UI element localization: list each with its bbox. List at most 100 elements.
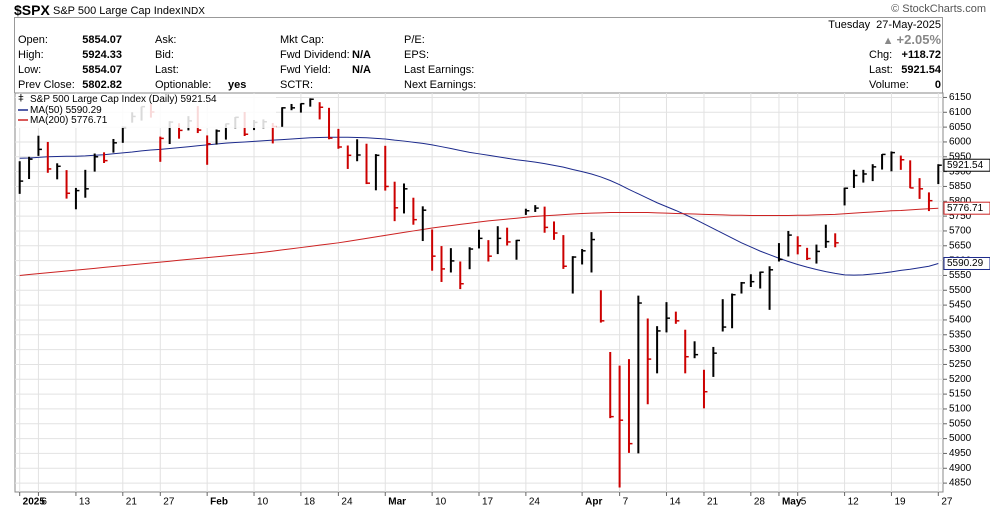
legend-last: 5776.71	[71, 115, 108, 126]
field-label: Last:	[155, 64, 179, 76]
last-value-tag: 5590.29	[947, 258, 984, 269]
x-tick-label: Apr	[585, 497, 602, 508]
legend-last: 5921.54	[180, 94, 217, 105]
field-value: 5924.33	[82, 49, 122, 61]
x-tick-label: 19	[894, 497, 906, 508]
x-tick-label: Mar	[388, 497, 406, 508]
field-value: yes	[228, 79, 247, 91]
field-label: Fwd Yield:	[280, 64, 331, 76]
legend-bg	[16, 94, 276, 128]
ma-line	[19, 207, 939, 276]
x-tick-label: 14	[669, 497, 681, 508]
field-label: Last Earnings:	[404, 64, 475, 76]
field-label: EPS:	[404, 49, 430, 61]
legend-price: S&P 500 Large Cap Index (Daily) 5921.54	[30, 94, 217, 105]
field-label: Chg:	[869, 49, 893, 61]
y-tick-label: 5650	[949, 240, 972, 251]
ma-line	[19, 136, 939, 276]
y-tick-label: 5700	[949, 226, 972, 237]
field-value: N/A	[352, 49, 371, 61]
y-tick-label: 5800	[949, 196, 972, 207]
y-tick-label: 5050	[949, 418, 972, 429]
x-tick-label: 28	[754, 497, 766, 508]
quote-header: $SPX S&P 500 Large Cap Index INDX © Stoc…	[0, 0, 990, 93]
y-tick-label: 6050	[949, 122, 972, 133]
change-percent-value: +2.05%	[896, 32, 941, 47]
legend-last: 5590.29	[66, 105, 103, 116]
x-tick-label: 10	[257, 497, 269, 508]
field-label: Volume:	[869, 79, 909, 91]
y-tick-label: 5150	[949, 389, 972, 400]
field-label: Ask:	[155, 34, 177, 46]
field-value: 5854.07	[82, 34, 122, 46]
y-tick-label: 5350	[949, 329, 972, 340]
field-label: Open:	[18, 34, 48, 46]
x-tick-label: 24	[341, 497, 353, 508]
legend-icon: ǂ	[18, 94, 24, 105]
quote-box	[14, 17, 943, 93]
field-value: 0	[934, 79, 941, 91]
x-tick-label: 5	[801, 497, 807, 508]
y-tick-label: 4900	[949, 463, 972, 474]
field-value: 5802.82	[82, 79, 122, 91]
field-value: 5854.07	[82, 64, 122, 76]
legend-ma200: MA(200) 5776.71	[30, 115, 108, 126]
y-tick-label: 5000	[949, 433, 972, 444]
x-tick-label: 24	[529, 497, 541, 508]
field-label: Prev Close:	[18, 79, 75, 91]
x-tick-label: 18	[304, 497, 316, 508]
y-tick-label: 5500	[949, 285, 972, 296]
legend-name: MA(200)	[30, 115, 68, 126]
field-label: Last:	[869, 64, 893, 76]
y-tick-label: 5250	[949, 359, 972, 370]
field-label: Mkt Cap:	[280, 34, 325, 46]
field-label: Optionable:	[155, 79, 212, 91]
field-value: 5921.54	[901, 64, 941, 76]
x-tick-label: 21	[707, 497, 719, 508]
legend: ǂ S&P 500 Large Cap Index (Daily) 5921.5…	[16, 94, 276, 128]
x-tick-label: 27	[163, 497, 175, 508]
last-value-tag-bg	[943, 158, 990, 172]
y-tick-label: 6100	[949, 107, 972, 118]
field-label: High:	[18, 49, 44, 61]
x-tick-label: 13	[79, 497, 91, 508]
security-name: S&P 500 Large Cap Index	[53, 5, 181, 17]
field-label: Bid:	[155, 49, 174, 61]
y-tick-label: 5750	[949, 211, 972, 222]
y-tick-label: 4950	[949, 448, 972, 459]
last-value-tag-bg	[943, 256, 990, 270]
change-percent: ▲ +2.05%	[883, 33, 941, 48]
y-tick-label: 5850	[949, 181, 972, 192]
exchange: INDX	[181, 6, 205, 17]
x-tick-label: 2025	[23, 497, 46, 508]
x-tick-label: 21	[126, 497, 138, 508]
legend-name: MA(50)	[30, 105, 63, 116]
field-label: SCTR:	[280, 79, 313, 91]
last-value-tag-bg	[943, 201, 990, 215]
legend-title: S&P 500 Large Cap Index (Daily)	[30, 94, 178, 105]
x-tick-label: 12	[848, 497, 860, 508]
y-tick-label: 5400	[949, 315, 972, 326]
x-tick-label: 7	[623, 497, 629, 508]
y-tick-label: 5100	[949, 404, 972, 415]
y-tick-label: 6150	[949, 92, 972, 103]
legend-ma50: MA(50) 5590.29	[30, 105, 102, 116]
y-tick-label: 5200	[949, 374, 972, 385]
y-tick-label: 4850	[949, 478, 972, 489]
x-tick-label: Feb	[210, 497, 228, 508]
brand: © StockCharts.com	[891, 3, 986, 15]
field-value: N/A	[352, 64, 371, 76]
y-tick-label: 6000	[949, 137, 972, 148]
y-tick-label: 5300	[949, 344, 972, 355]
x-tick-label: 10	[435, 497, 447, 508]
x-tick-label: 17	[482, 497, 494, 508]
y-tick-label: 5550	[949, 270, 972, 281]
y-tick-label: 5900	[949, 166, 972, 177]
quote-date: Tuesday 27-May-2025	[828, 19, 941, 31]
symbol: $SPX	[14, 2, 50, 18]
x-tick-label: 27	[941, 497, 953, 508]
x-tick-label: 6	[41, 497, 47, 508]
y-tick-label: 5450	[949, 300, 972, 311]
field-label: P/E:	[404, 34, 425, 46]
